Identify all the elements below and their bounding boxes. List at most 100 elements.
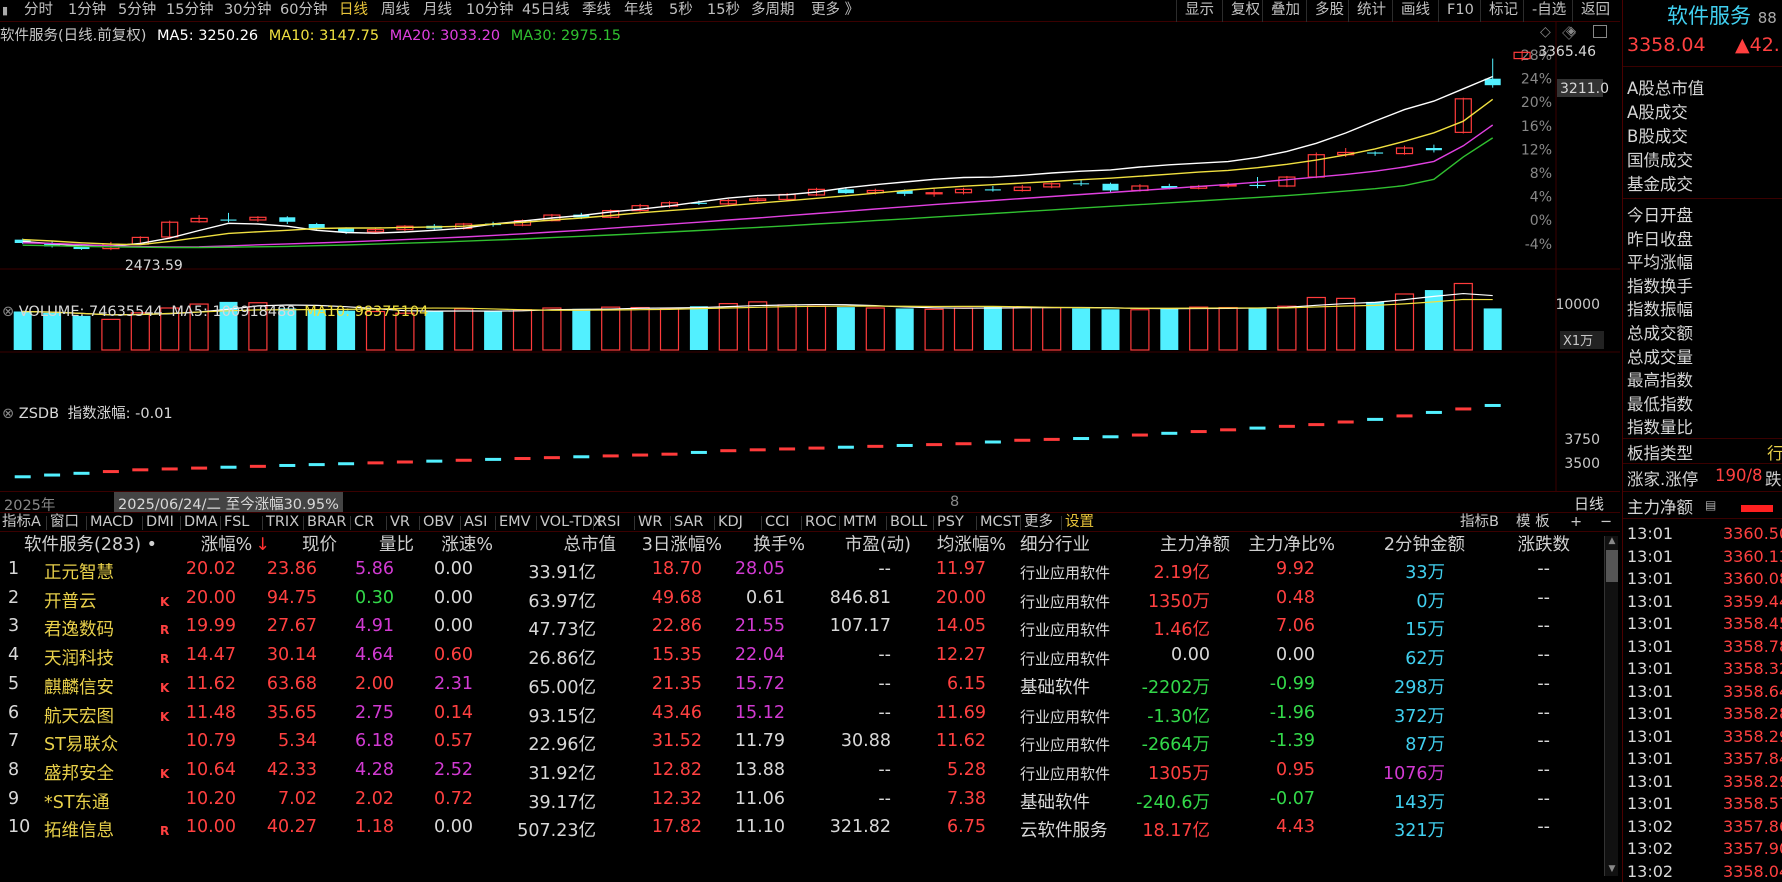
tool-button[interactable]: 标记: [1480, 0, 1526, 22]
column-header[interactable]: 现价: [302, 531, 337, 556]
indicator-tab[interactable]: BRAR: [307, 514, 347, 530]
tool-button[interactable]: 统计: [1348, 0, 1394, 22]
scroll-up-icon[interactable]: ▲: [1608, 536, 1616, 546]
period-tab[interactable]: 5分钟: [118, 2, 157, 18]
indicator-tab[interactable]: TRIX: [266, 514, 300, 530]
column-header[interactable]: 涨速%: [441, 531, 493, 556]
restore-window-icon[interactable]: [1593, 25, 1607, 38]
tool-button[interactable]: 叠加: [1262, 0, 1308, 22]
tool-button[interactable]: 返回: [1572, 0, 1618, 22]
table-row[interactable]: 10 拓维信息 R 10.00 40.27 1.18 0.00 507.23亿 17.82 11.…: [0, 816, 1600, 844]
period-tab[interactable]: 分时: [24, 2, 53, 18]
table-row[interactable]: 6 航天宏图 K 11.48 35.65 2.75 0.14 93.15亿 43.46 15.12…: [0, 702, 1600, 730]
stock-name[interactable]: 拓维信息: [44, 821, 114, 842]
column-header[interactable]: 涨跌数: [1518, 531, 1571, 556]
stock-name[interactable]: 正元智慧: [44, 563, 114, 583]
indicator-right-tab[interactable]: 指标B: [1460, 514, 1499, 530]
column-header[interactable]: 2分钟金额: [1384, 531, 1465, 556]
indicator-right-tab[interactable]: 模 板: [1516, 514, 1550, 530]
column-header[interactable]: 总市值: [564, 531, 617, 556]
table-row[interactable]: 9 *ST东通 10.20 7.02 2.02 0.72 39.17亿 12.32 11.06 -…: [0, 788, 1600, 816]
period-tab[interactable]: 多周期: [751, 2, 795, 18]
indicator-right-tab[interactable]: +: [1570, 514, 1583, 530]
stock-name[interactable]: 航天宏图: [44, 706, 114, 727]
period-tab[interactable]: 月线: [423, 2, 452, 18]
tool-button[interactable]: F10: [1438, 0, 1482, 22]
menu-icon[interactable]: ▮: [2, 4, 9, 17]
table-row[interactable]: 3 君逸数码 R 19.99 27.67 4.91 0.00 47.73亿 22.86 21.55…: [0, 615, 1600, 643]
period-tab[interactable]: 周线: [381, 2, 410, 18]
indicator-tab[interactable]: 指标A: [2, 514, 41, 530]
indicator-tab[interactable]: ASI: [464, 514, 488, 530]
column-header[interactable]: 细分行业: [1020, 531, 1090, 556]
stock-name[interactable]: 开普云: [44, 591, 97, 612]
stock-name[interactable]: 盛邦安全: [44, 763, 114, 784]
chart-settings-icon[interactable]: ◈: [1566, 24, 1576, 39]
indicator-tab[interactable]: ROC: [805, 514, 837, 530]
table-row[interactable]: 7 ST易联众 10.79 5.34 6.18 0.57 22.96亿 31.52 11.79 3…: [0, 730, 1600, 758]
indicator-tab[interactable]: EMV: [499, 514, 531, 530]
column-header[interactable]: 主力净额: [1160, 531, 1230, 556]
indicator-tab[interactable]: PSY: [937, 514, 964, 530]
column-header[interactable]: 换手%: [753, 531, 805, 556]
period-tab[interactable]: 日线: [339, 2, 368, 18]
stock-name[interactable]: *ST东通: [44, 792, 110, 813]
tool-button[interactable]: -自选: [1523, 0, 1574, 22]
indicator-tab[interactable]: FSL: [224, 514, 250, 530]
indicator-tab[interactable]: DMA: [184, 514, 218, 530]
period-tab[interactable]: 45日线: [522, 2, 570, 18]
period-tab[interactable]: 15秒: [707, 2, 740, 18]
tool-button[interactable]: 显示: [1176, 0, 1222, 22]
table-row[interactable]: 1 正元智慧 20.02 23.86 5.86 0.00 33.91亿 18.70 28.05 -…: [0, 558, 1600, 586]
indicator-tab[interactable]: KDJ: [718, 514, 743, 530]
indicator-tab[interactable]: CR: [354, 514, 375, 530]
stock-name[interactable]: 天润科技: [44, 649, 114, 670]
indicator-tab[interactable]: WR: [638, 514, 663, 530]
indicator-tab[interactable]: 窗口: [50, 514, 79, 530]
column-header[interactable]: 均涨幅%: [937, 531, 1006, 556]
indicator-tab[interactable]: CCI: [765, 514, 790, 530]
table-title[interactable]: 软件服务(283) •: [24, 531, 157, 556]
indicator-tab[interactable]: 设置: [1065, 514, 1094, 530]
column-header[interactable]: 3日涨幅%: [642, 531, 722, 556]
candlestick-chart[interactable]: 28%24%20%16%12%8%4%0%-4%3365.462473.5932…: [0, 22, 1620, 512]
table-row[interactable]: 5 麒麟信安 K 11.62 63.68 2.00 2.31 65.00亿 21.35 15.72…: [0, 673, 1600, 701]
zsdb-toggle-icon[interactable]: ⊗: [2, 406, 15, 422]
stock-name[interactable]: ST易联众: [44, 735, 119, 756]
period-tab[interactable]: 季线: [582, 2, 611, 18]
indicator-tab[interactable]: OBV: [423, 514, 454, 530]
column-header[interactable]: 量比: [379, 531, 414, 556]
period-tab[interactable]: 10分钟: [466, 2, 514, 18]
indicator-tab[interactable]: MCST: [980, 514, 1021, 530]
table-row[interactable]: 8 盛邦安全 K 10.64 42.33 4.28 2.52 31.92亿 12.82 13.88…: [0, 759, 1600, 787]
period-tab[interactable]: 15分钟: [166, 2, 214, 18]
scroll-thumb[interactable]: [1606, 550, 1618, 582]
table-scrollbar[interactable]: ▲ ▼: [1604, 536, 1618, 876]
column-header[interactable]: 主力净比%: [1248, 531, 1335, 556]
period-tab[interactable]: 更多 》: [811, 2, 860, 18]
table-row[interactable]: 2 开普云 K 20.00 94.75 0.30 0.00 63.97亿 49.68 0.61 84…: [0, 587, 1600, 615]
period-tab[interactable]: 年线: [624, 2, 653, 18]
sort-desc-icon[interactable]: ↓: [255, 535, 270, 555]
stock-name[interactable]: 麒麟信安: [44, 677, 114, 698]
list-icon[interactable]: ▤: [1705, 498, 1717, 512]
scroll-down-icon[interactable]: ▼: [1608, 864, 1616, 874]
indicator-tab[interactable]: MACD: [90, 514, 134, 530]
flow-label[interactable]: 主力净额: [1627, 498, 1693, 517]
tool-button[interactable]: 画线: [1392, 0, 1438, 22]
column-header[interactable]: 市盈(动): [845, 531, 911, 556]
table-row[interactable]: 4 天润科技 R 14.47 30.14 4.64 0.60 26.86亿 15.35 22.04…: [0, 644, 1600, 672]
indicator-tab[interactable]: RSI: [597, 514, 621, 530]
indicator-tab[interactable]: SAR: [674, 514, 704, 530]
tool-button[interactable]: 复权: [1222, 0, 1268, 22]
diamond-outline-icon[interactable]: ◇: [1540, 24, 1551, 40]
indicator-tab[interactable]: DMI: [146, 514, 174, 530]
period-tab[interactable]: 5秒: [669, 2, 693, 18]
tool-button[interactable]: 多股: [1306, 0, 1352, 22]
period-tab[interactable]: 30分钟: [224, 2, 272, 18]
chart-area[interactable]: 28% 24% 20% 16% 12% 8% 4% 0% -4% 3365.46 2473.59 32…: [0, 22, 1620, 515]
period-tab[interactable]: 60分钟: [280, 2, 328, 18]
indicator-tab[interactable]: VR: [390, 514, 410, 530]
indicator-tab[interactable]: BOLL: [890, 514, 928, 530]
stock-name[interactable]: 君逸数码: [44, 620, 114, 641]
